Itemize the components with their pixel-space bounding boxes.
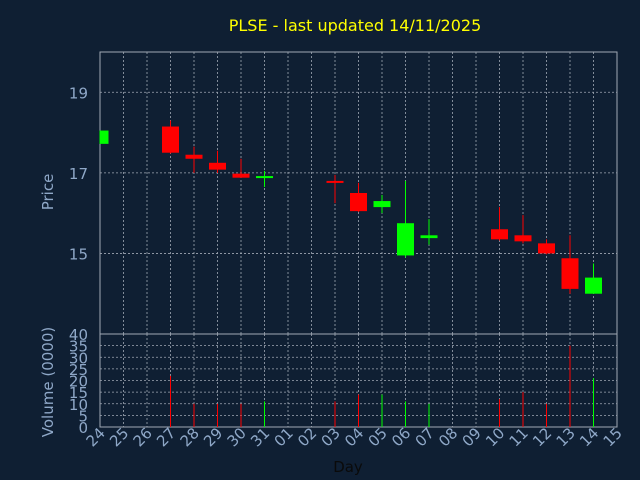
- volume-axis-label: Volume (0000): [39, 327, 57, 437]
- price-axis-label: Price: [39, 174, 57, 211]
- volume-tick-label: 10: [69, 396, 88, 414]
- candle-body: [350, 193, 367, 212]
- candle-body: [162, 126, 179, 153]
- price-tick-label: 19: [69, 84, 88, 102]
- volume-tick-label: 20: [69, 373, 88, 391]
- candle-body: [561, 258, 579, 289]
- chart-title: PLSE - last updated 14/11/2025: [229, 16, 482, 35]
- price-tick-label: 15: [69, 245, 88, 263]
- candle-body: [326, 180, 344, 183]
- candle-body: [420, 235, 438, 239]
- volume-tick-label: 25: [69, 361, 88, 379]
- candle-body: [232, 173, 250, 178]
- candle-body: [538, 243, 555, 254]
- volume-tick-label: 0: [78, 419, 88, 437]
- volume-tick-label: 35: [69, 338, 88, 356]
- candle-body: [209, 162, 226, 170]
- candle-body: [397, 223, 414, 256]
- candle-body: [514, 235, 532, 242]
- candle-body: [585, 277, 602, 294]
- price-panel: 19 17 15: [69, 51, 618, 335]
- x-axis: 2425262728293031010203040506070809101112…: [83, 424, 626, 450]
- volume-tick-label: 5: [78, 407, 88, 425]
- price-tick-label: 17: [69, 165, 88, 183]
- candle-body: [185, 154, 203, 159]
- volume-tick-label: 40: [69, 326, 88, 344]
- candle-body: [100, 130, 109, 144]
- volume-tick-label: 30: [69, 349, 88, 367]
- candle-body: [491, 229, 508, 240]
- candle-body: [256, 176, 273, 179]
- volume-tick-label: 15: [69, 384, 88, 402]
- candle-body: [373, 201, 391, 208]
- x-axis-label: Day: [333, 458, 363, 476]
